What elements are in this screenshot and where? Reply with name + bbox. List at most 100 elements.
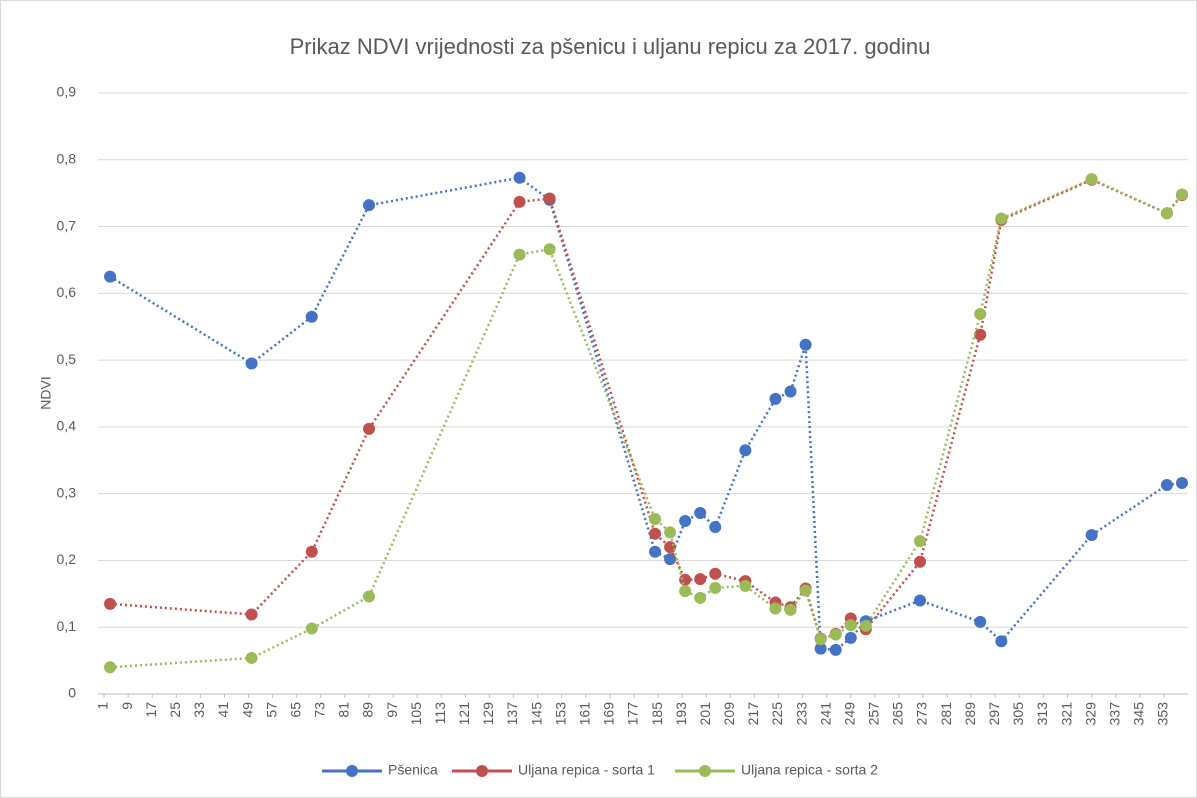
x-tick-label: 249 [841, 702, 857, 726]
data-point [1175, 476, 1188, 489]
x-tick-label: 297 [986, 702, 1002, 726]
x-tick-label: 89 [360, 702, 376, 718]
x-tick-label: 41 [215, 702, 231, 718]
data-point [829, 628, 842, 641]
data-point [814, 642, 827, 655]
x-tick-label: 273 [914, 702, 930, 726]
x-tick-label: 73 [312, 702, 328, 718]
legend-label: Uljana repica - sorta 1 [518, 762, 655, 778]
data-point [664, 553, 677, 566]
y-axis-label: NDVI [38, 376, 54, 409]
data-point [914, 555, 927, 568]
data-point [784, 385, 797, 398]
x-tick-label: 209 [721, 702, 737, 726]
x-tick-label: 337 [1106, 702, 1122, 726]
data-point [362, 422, 375, 435]
data-point [679, 585, 692, 598]
x-tick-label: 257 [866, 702, 882, 726]
data-point [784, 603, 797, 616]
x-tick-label: 1 [95, 702, 111, 710]
data-point [914, 535, 927, 548]
data-point [362, 590, 375, 603]
data-point [1085, 529, 1098, 542]
data-point [1085, 173, 1098, 186]
data-point [769, 392, 782, 405]
legend-label: Pšenica [388, 762, 438, 778]
data-point [305, 310, 318, 323]
data-point [649, 527, 662, 540]
x-tick-label: 353 [1155, 702, 1171, 726]
y-tick-label: 0,6 [57, 284, 77, 300]
x-tick-label: 321 [1058, 702, 1074, 726]
data-point [844, 619, 857, 632]
data-point [543, 243, 556, 256]
y-tick-label: 0,5 [57, 351, 77, 367]
legend-marker [699, 765, 711, 777]
data-point [974, 308, 987, 321]
data-point [104, 661, 117, 674]
data-point [513, 195, 526, 208]
legend-label: Uljana repica - sorta 2 [741, 762, 878, 778]
data-point [844, 631, 857, 644]
data-point [1160, 207, 1173, 220]
x-tick-label: 313 [1034, 702, 1050, 726]
x-tick-label: 217 [745, 702, 761, 726]
x-tick-label: 57 [263, 702, 279, 718]
x-tick-label: 33 [191, 702, 207, 718]
x-tick-label: 129 [480, 702, 496, 726]
data-point [709, 567, 722, 580]
y-tick-label: 0,3 [57, 484, 77, 500]
data-point [709, 521, 722, 534]
x-tick-label: 193 [673, 702, 689, 726]
x-tick-label: 49 [239, 702, 255, 718]
data-point [799, 338, 812, 351]
data-point [814, 633, 827, 646]
legend-marker [476, 765, 488, 777]
data-point [245, 357, 258, 370]
x-tick-label: 281 [938, 702, 954, 726]
chart-title: Prikaz NDVI vrijednosti za pšenicu i ulj… [290, 34, 931, 59]
x-tick-label: 17 [143, 702, 159, 718]
x-tick-label: 65 [287, 702, 303, 718]
x-tick-label: 161 [576, 702, 592, 726]
data-point [769, 602, 782, 615]
x-tick-label: 177 [625, 702, 641, 726]
y-tick-label: 0,7 [57, 217, 77, 233]
data-point [694, 573, 707, 586]
data-point [649, 545, 662, 558]
x-tick-label: 305 [1010, 702, 1026, 726]
data-point [799, 584, 812, 597]
data-point [104, 597, 117, 610]
x-tick-label: 225 [769, 702, 785, 726]
x-tick-label: 97 [384, 702, 400, 718]
data-point [245, 608, 258, 621]
x-tick-label: 289 [962, 702, 978, 726]
legend-marker [346, 765, 358, 777]
data-point [709, 581, 722, 594]
data-point [1160, 478, 1173, 491]
x-tick-label: 169 [601, 702, 617, 726]
x-tick-label: 25 [167, 702, 183, 718]
data-point [995, 635, 1008, 648]
x-tick-label: 233 [793, 702, 809, 726]
data-point [974, 615, 987, 628]
data-point [974, 328, 987, 341]
data-point [829, 643, 842, 656]
data-point [859, 619, 872, 632]
data-point [694, 507, 707, 520]
data-point [362, 199, 375, 212]
data-point [513, 248, 526, 261]
data-point [739, 579, 752, 592]
data-point [995, 212, 1008, 225]
data-point [104, 270, 117, 283]
data-point [679, 573, 692, 586]
x-tick-label: 145 [528, 702, 544, 726]
x-tick-label: 105 [408, 702, 424, 726]
data-point [739, 444, 752, 457]
data-point [694, 591, 707, 604]
x-tick-label: 201 [697, 702, 713, 726]
x-tick-label: 113 [432, 702, 448, 725]
data-point [679, 515, 692, 528]
